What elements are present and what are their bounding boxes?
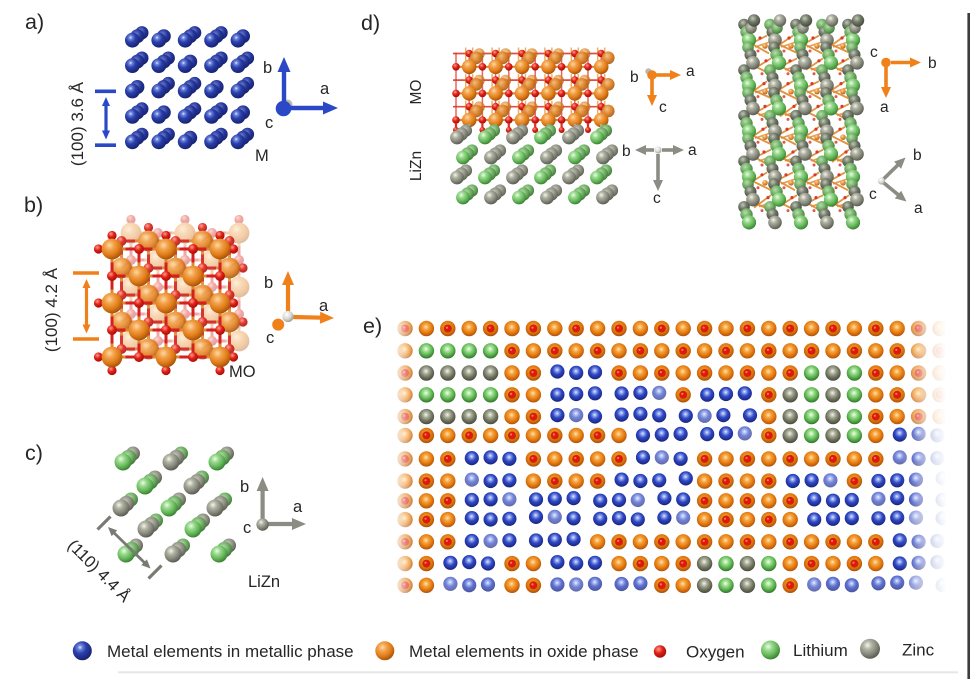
svg-text:a: a xyxy=(686,63,695,80)
svg-text:c: c xyxy=(266,329,274,347)
svg-text:Oxygen: Oxygen xyxy=(686,643,745,662)
svg-text:a: a xyxy=(293,498,303,516)
svg-text:b: b xyxy=(263,59,272,77)
svg-text:a): a) xyxy=(25,10,44,34)
svg-text:Metal elements in oxide phase: Metal elements in oxide phase xyxy=(409,642,639,661)
svg-text:Lithium: Lithium xyxy=(793,641,848,660)
svg-text:c: c xyxy=(870,44,878,61)
svg-text:c: c xyxy=(265,114,273,132)
svg-text:(100) 4.2 Å: (100) 4.2 Å xyxy=(42,267,61,352)
svg-text:b: b xyxy=(240,478,249,496)
svg-text:LiZn: LiZn xyxy=(408,151,425,181)
svg-text:a: a xyxy=(914,200,923,217)
svg-text:e): e) xyxy=(363,314,382,338)
svg-text:c: c xyxy=(653,190,661,207)
svg-text:a: a xyxy=(688,142,697,159)
svg-text:b: b xyxy=(264,274,273,292)
svg-text:c: c xyxy=(869,186,877,203)
svg-text:c: c xyxy=(659,99,667,116)
svg-text:MO: MO xyxy=(229,363,256,381)
svg-text:Zinc: Zinc xyxy=(902,641,935,660)
svg-text:c): c) xyxy=(25,441,43,465)
svg-text:b: b xyxy=(928,55,937,72)
svg-text:b): b) xyxy=(24,193,43,217)
svg-text:Metal elements in metallic pha: Metal elements in metallic phase xyxy=(107,642,354,661)
svg-text:M: M xyxy=(255,147,269,165)
svg-text:d): d) xyxy=(361,11,380,35)
svg-text:b: b xyxy=(622,143,631,160)
svg-text:MO: MO xyxy=(408,80,425,105)
svg-text:b: b xyxy=(630,69,639,86)
svg-text:a: a xyxy=(880,99,889,116)
svg-text:a: a xyxy=(320,80,330,98)
svg-text:LiZn: LiZn xyxy=(248,573,280,591)
svg-text:c: c xyxy=(243,519,251,537)
svg-text:b: b xyxy=(913,147,922,164)
svg-text:a: a xyxy=(319,297,329,315)
svg-text:(100) 3.6 Å: (100) 3.6 Å xyxy=(68,81,87,166)
